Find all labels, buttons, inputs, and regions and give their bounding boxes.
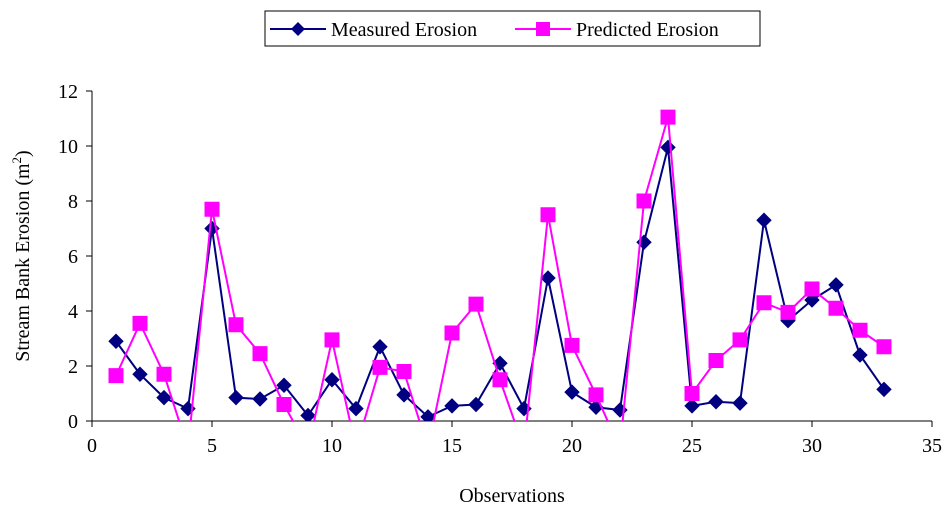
data-point bbox=[732, 332, 748, 348]
y-tick-label: 8 bbox=[68, 191, 78, 213]
y-tick-label: 6 bbox=[68, 246, 78, 268]
data-point bbox=[444, 398, 460, 414]
data-point bbox=[444, 325, 460, 341]
data-point bbox=[324, 332, 340, 348]
y-axis-label-close: ) bbox=[12, 150, 34, 157]
data-point bbox=[396, 364, 412, 379]
data-point bbox=[252, 346, 268, 362]
legend-item-predicted: Predicted Erosion bbox=[515, 19, 719, 41]
data-point bbox=[468, 396, 484, 413]
data-point bbox=[828, 277, 844, 293]
data-point bbox=[756, 295, 772, 311]
y-tick-label: 10 bbox=[58, 136, 78, 158]
data-point bbox=[684, 398, 700, 414]
data-point bbox=[636, 193, 652, 209]
x-tick-label: 10 bbox=[322, 435, 342, 457]
data-point bbox=[540, 270, 556, 286]
y-axis-label-sup: 2 bbox=[9, 157, 24, 164]
y-tick-label: 4 bbox=[68, 301, 78, 323]
y-axis-label: Stream Bank Erosion (m2) bbox=[9, 150, 34, 361]
data-point bbox=[372, 359, 388, 375]
data-point bbox=[108, 368, 124, 384]
x-axis-label: Observations bbox=[459, 485, 565, 507]
data-point bbox=[228, 317, 244, 333]
legend-marker-predicted bbox=[536, 22, 550, 36]
data-point bbox=[828, 300, 844, 316]
data-point bbox=[564, 384, 580, 400]
legend-marker-measured bbox=[291, 22, 305, 36]
data-point bbox=[204, 201, 220, 217]
data-point bbox=[276, 377, 292, 393]
data-point bbox=[420, 409, 436, 421]
data-point bbox=[228, 389, 244, 406]
data-point bbox=[396, 387, 412, 403]
y-tick-label: 12 bbox=[58, 81, 78, 103]
data-point bbox=[804, 281, 820, 297]
x-tick-label: 35 bbox=[922, 435, 942, 457]
data-point bbox=[564, 337, 580, 353]
legend-label-predicted: Predicted Erosion bbox=[576, 19, 719, 41]
axes: 0 2 4 6 8 10 12 0 5 10 15 20 25 30 35 bbox=[58, 81, 942, 457]
plot-area bbox=[108, 109, 892, 421]
x-tick-label: 25 bbox=[682, 435, 702, 457]
legend-item-measured: Measured Erosion bbox=[270, 19, 477, 41]
x-tick-label: 0 bbox=[87, 435, 97, 457]
data-point bbox=[684, 386, 700, 401]
data-point bbox=[132, 315, 148, 331]
data-point bbox=[708, 353, 724, 368]
y-ticks: 0 2 4 6 8 10 12 bbox=[58, 81, 92, 433]
data-point bbox=[660, 109, 676, 125]
x-tick-label: 5 bbox=[207, 435, 217, 457]
x-ticks: 0 5 10 15 20 25 30 35 bbox=[87, 421, 942, 457]
y-tick-label: 2 bbox=[68, 356, 78, 378]
data-point bbox=[132, 366, 148, 382]
series-predicted bbox=[108, 109, 892, 421]
x-tick-label: 15 bbox=[442, 435, 462, 457]
data-point bbox=[852, 347, 868, 363]
data-point bbox=[540, 207, 556, 223]
data-point bbox=[588, 387, 604, 403]
legend-label-measured: Measured Erosion bbox=[331, 19, 477, 41]
y-axis-label-main: Stream Bank Erosion (m bbox=[12, 163, 34, 362]
y-tick-label: 0 bbox=[68, 411, 78, 433]
data-point bbox=[852, 322, 868, 338]
data-point bbox=[300, 407, 316, 421]
data-point bbox=[660, 139, 676, 156]
data-point bbox=[732, 395, 748, 411]
data-point bbox=[276, 397, 292, 412]
x-tick-label: 30 bbox=[802, 435, 822, 457]
data-point bbox=[876, 339, 892, 355]
data-point bbox=[252, 391, 268, 407]
data-point bbox=[348, 400, 364, 417]
legend-box bbox=[264, 10, 761, 47]
data-point bbox=[756, 212, 772, 228]
data-point bbox=[780, 304, 796, 320]
data-point bbox=[156, 366, 172, 382]
data-point bbox=[492, 372, 508, 388]
legend: Measured Erosion Predicted Erosion bbox=[264, 10, 761, 47]
data-point bbox=[108, 333, 124, 349]
data-point bbox=[324, 372, 340, 388]
data-point bbox=[156, 389, 172, 406]
data-point bbox=[468, 296, 484, 312]
data-point bbox=[708, 394, 724, 410]
data-point bbox=[372, 339, 388, 355]
data-point bbox=[876, 381, 892, 398]
x-tick-label: 20 bbox=[562, 435, 582, 457]
